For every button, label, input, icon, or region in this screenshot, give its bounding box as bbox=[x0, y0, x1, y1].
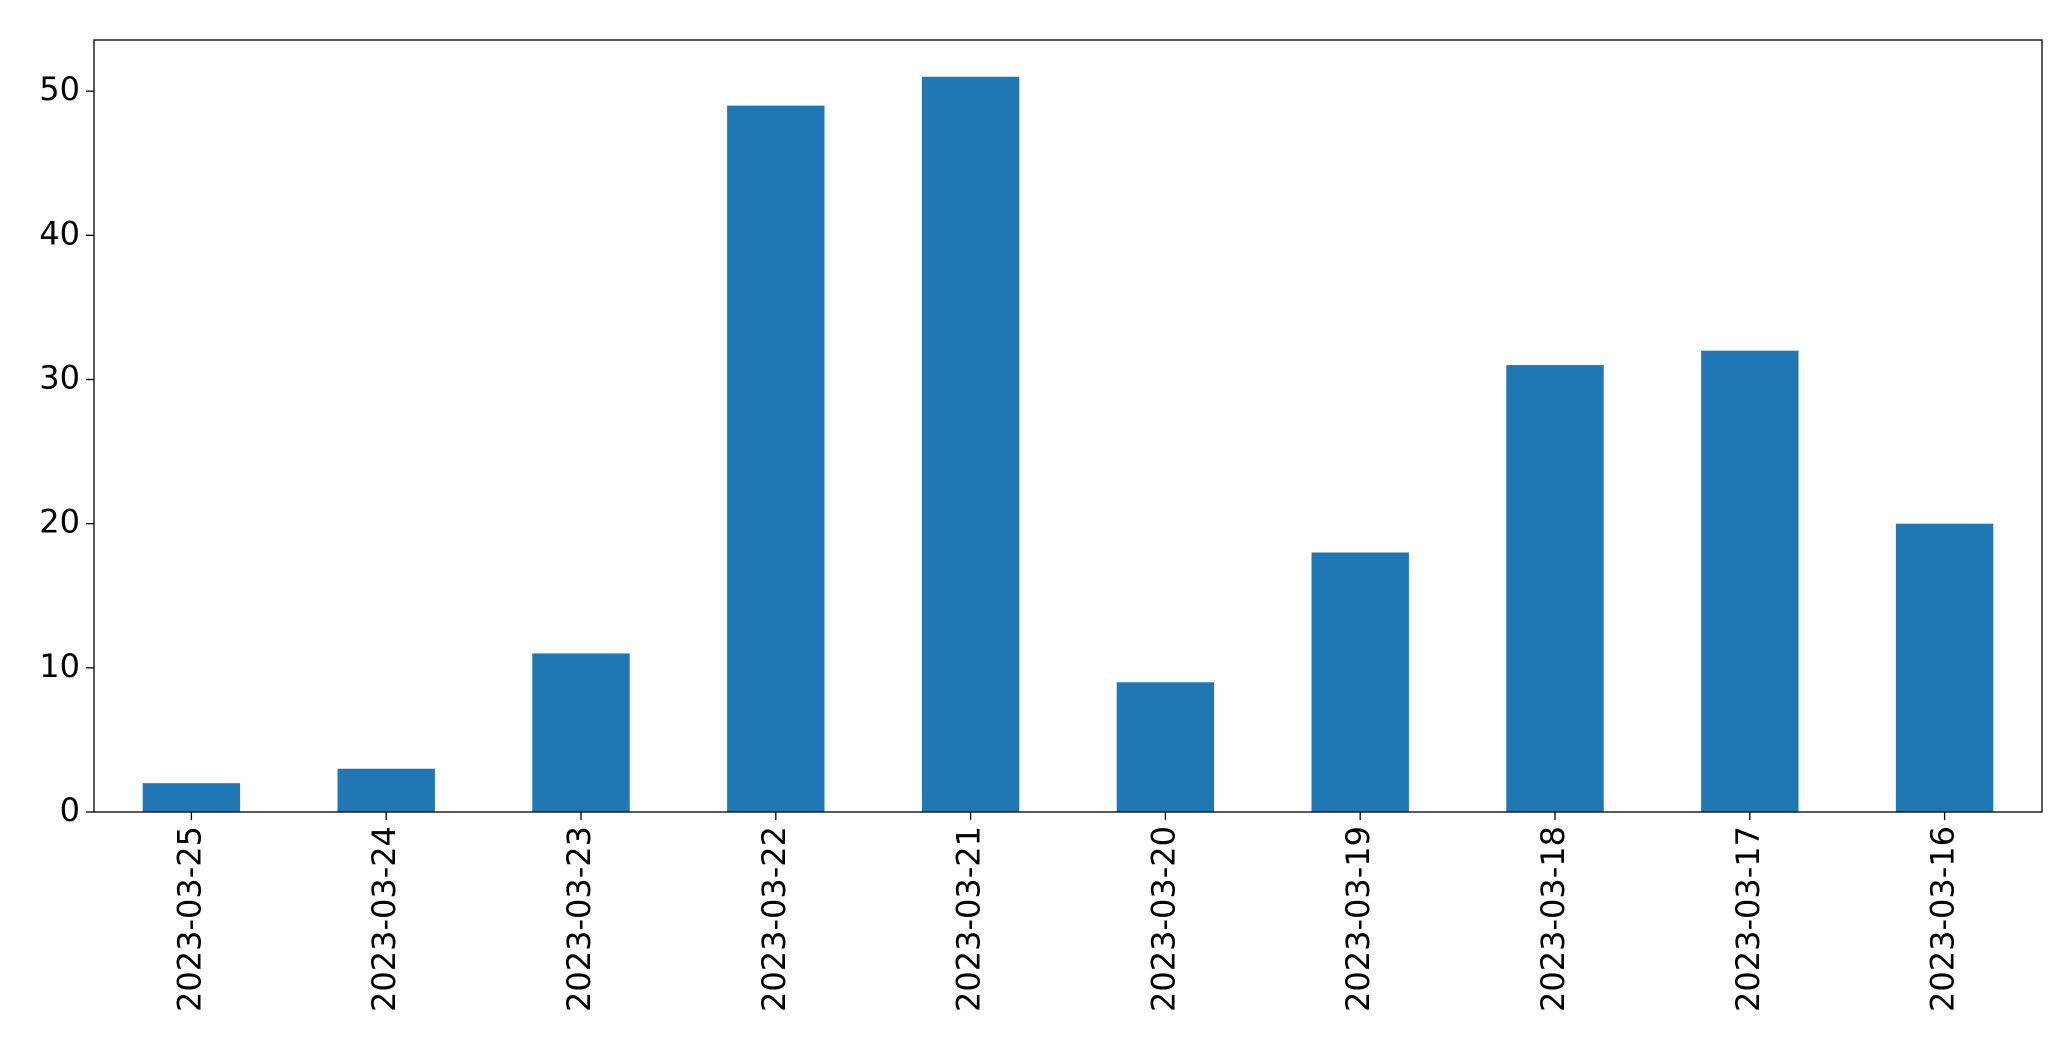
bar bbox=[1895, 523, 1994, 812]
y-tick-label: 10 bbox=[39, 647, 80, 685]
bar bbox=[142, 783, 241, 812]
x-tick-label: 2023-03-17 bbox=[1729, 826, 1767, 1012]
plot-frame bbox=[93, 39, 2043, 813]
bar bbox=[921, 76, 1020, 812]
y-tick-label: 20 bbox=[39, 503, 80, 541]
bar bbox=[532, 653, 630, 812]
x-tick-label: 2023-03-18 bbox=[1534, 826, 1572, 1012]
x-tick-label: 2023-03-21 bbox=[950, 826, 988, 1012]
bar bbox=[727, 105, 825, 812]
x-tick-label: 2023-03-24 bbox=[365, 826, 403, 1012]
x-tick-label: 2023-03-20 bbox=[1144, 826, 1182, 1012]
x-tick-label: 2023-03-16 bbox=[1924, 826, 1962, 1012]
bar bbox=[1311, 552, 1409, 812]
bar bbox=[337, 768, 435, 812]
y-tick-label: 40 bbox=[39, 214, 80, 252]
x-tick-label: 2023-03-25 bbox=[170, 826, 208, 1012]
x-tick-label: 2023-03-19 bbox=[1339, 826, 1377, 1012]
bar bbox=[1116, 682, 1215, 812]
x-tick-label: 2023-03-23 bbox=[560, 826, 598, 1012]
bar bbox=[1506, 365, 1604, 812]
y-tick-label: 0 bbox=[60, 791, 80, 829]
x-tick-label: 2023-03-22 bbox=[755, 826, 793, 1012]
y-tick-label: 30 bbox=[39, 359, 80, 397]
bar bbox=[1701, 350, 1799, 812]
y-tick-label: 50 bbox=[39, 70, 80, 108]
